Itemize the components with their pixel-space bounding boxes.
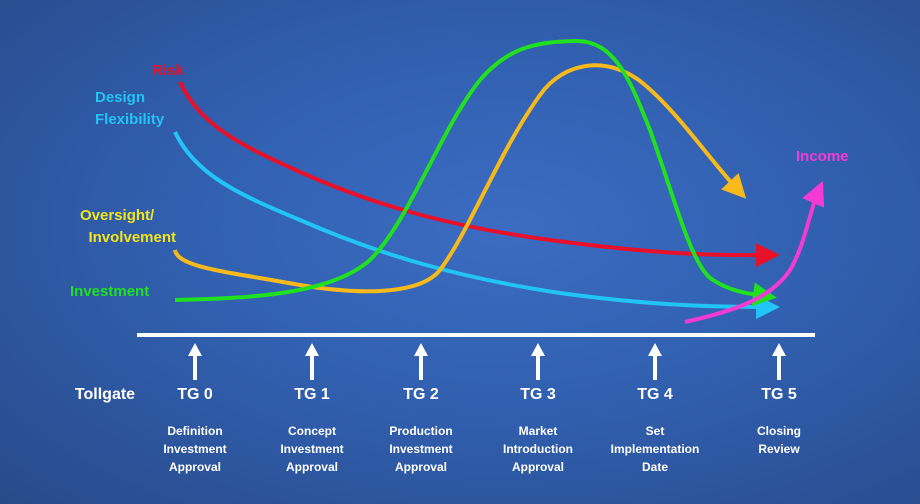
oversight-curve (173, 63, 747, 294)
description-line: Approval (285, 460, 338, 474)
investment-label: Investment (70, 283, 150, 300)
description-line: Date (641, 460, 668, 474)
tollgate-description: Definition Investment Approval (140, 422, 250, 476)
description-line: Definition (167, 424, 223, 438)
description-line: Set (645, 424, 665, 438)
tollgate-arrow-icon (414, 343, 428, 380)
tollgate-description: Concept Investment Approval (257, 422, 367, 476)
tollgate-name: TG 1 (294, 386, 330, 403)
tollgate-name: TG 4 (637, 386, 673, 403)
description-line: Approval (394, 460, 447, 474)
tollgate-arrow-icon (648, 343, 662, 380)
tollgate-arrow-icon (772, 343, 786, 380)
description-line: Closing (757, 424, 801, 438)
risk-label: Risk (152, 62, 184, 79)
design-label-line: Flexibility (95, 111, 165, 128)
tollgate-description: Market Introduction Approval (483, 422, 593, 476)
description-line: Approval (511, 460, 564, 474)
tollgate-description: Production Investment Approval (366, 422, 476, 476)
oversight-label-line: Oversight/ (80, 207, 155, 224)
tollgate-arrow-icon (305, 343, 319, 380)
tollgate-description: Set Implementation Date (600, 422, 710, 476)
description-line: Market (518, 424, 558, 438)
description-line: Introduction (503, 442, 573, 456)
risk-curve (178, 81, 780, 268)
tollgate-arrow-icon (188, 343, 202, 380)
design-flexibility-curve (173, 131, 780, 319)
description-line: Production (389, 424, 453, 438)
tollgate-arrow-icon (531, 343, 545, 380)
description-line: Investment (389, 442, 453, 456)
description-line: Implementation (610, 442, 700, 456)
description-line: Investment (280, 442, 344, 456)
tollgate-name: TG 5 (761, 386, 797, 403)
tollgate-name: TG 2 (403, 386, 439, 403)
income-label: Income (796, 148, 849, 165)
design-flexibility-label: Design Flexibility (95, 87, 164, 131)
tollgate-name: TG 3 (520, 386, 556, 403)
oversight-label: Oversight/Involvement (78, 205, 176, 249)
tollgate-name: TG 0 (177, 386, 213, 403)
tollgate-description: Closing Review (724, 422, 834, 458)
investment-curve (174, 38, 777, 307)
design-label-line: Design (95, 89, 146, 106)
tollgate-label: Tollgate (74, 386, 136, 403)
description-line: Review (758, 442, 800, 456)
description-line: Investment (163, 442, 227, 456)
description-line: Approval (168, 460, 221, 474)
income-curve (684, 181, 825, 324)
description-line: Concept (288, 424, 336, 438)
oversight-label-line: Involvement (88, 229, 176, 246)
